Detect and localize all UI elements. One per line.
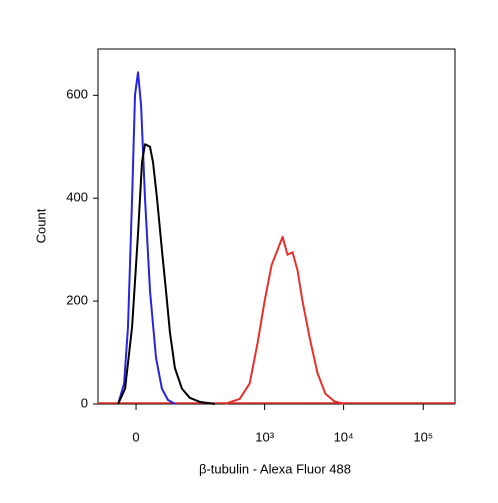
series-line (224, 235, 345, 405)
series-line (117, 143, 215, 405)
x-tick-label: 10³ (255, 429, 274, 444)
x-tick-label: 10⁵ (413, 429, 433, 444)
y-tick-label: 200 (66, 293, 88, 308)
x-tick-label: 10⁴ (334, 429, 354, 444)
y-tick-label: 600 (66, 87, 88, 102)
y-axis-label: Count (33, 208, 48, 243)
y-tick-label: 0 (81, 395, 88, 410)
y-tick-label: 400 (66, 190, 88, 205)
x-tick-label: 0 (132, 429, 139, 444)
series-line (117, 71, 176, 405)
plot-frame (97, 48, 456, 405)
x-axis-label: β-tubulin - Alexa Fluor 488 (199, 461, 351, 476)
